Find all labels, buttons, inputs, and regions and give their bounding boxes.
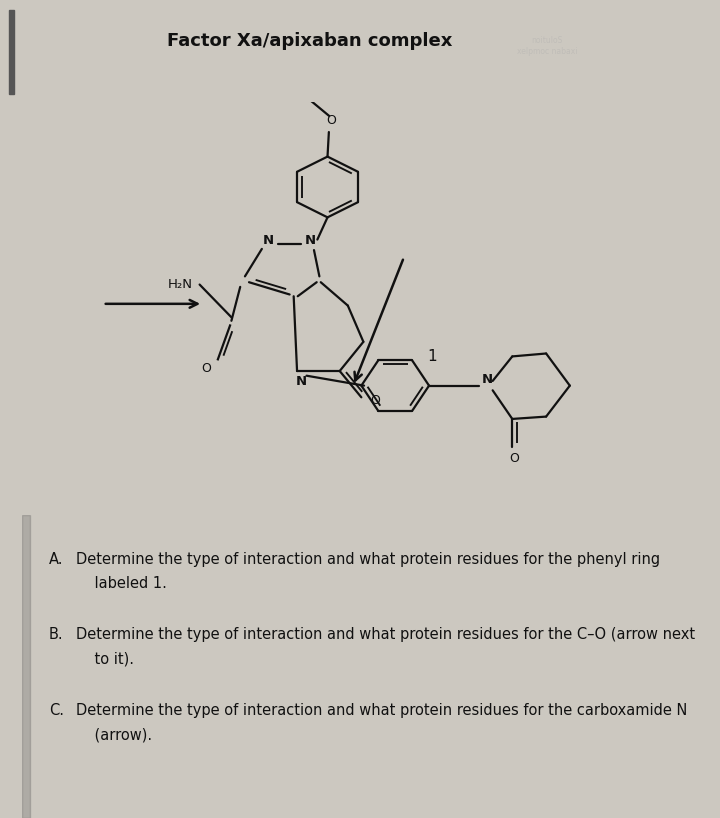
Text: N: N: [482, 373, 492, 386]
Bar: [9, 11, 14, 94]
Text: Factor Xa/apixaban complex: Factor Xa/apixaban complex: [167, 32, 452, 50]
Text: Determine the type of interaction and what protein residues for the carboxamide : Determine the type of interaction and wh…: [76, 703, 687, 718]
Text: A.: A.: [49, 551, 63, 567]
Text: C.: C.: [49, 703, 63, 718]
Text: O: O: [509, 452, 519, 465]
Text: (arrow).: (arrow).: [76, 727, 152, 742]
Text: N: N: [305, 234, 316, 247]
Text: O: O: [370, 394, 380, 407]
Text: 1: 1: [428, 349, 437, 364]
Bar: [22, 515, 30, 818]
Text: noituloS
xelpmoc nabaxi: noituloS xelpmoc nabaxi: [517, 36, 577, 56]
Text: H₂N: H₂N: [168, 278, 193, 291]
Text: N: N: [295, 375, 307, 388]
Text: Determine the type of interaction and what protein residues for the C–O (arrow n: Determine the type of interaction and wh…: [76, 627, 695, 642]
Text: O: O: [201, 362, 211, 375]
Text: to it).: to it).: [76, 651, 134, 667]
Text: labeled 1.: labeled 1.: [76, 576, 166, 591]
Text: N: N: [263, 234, 274, 247]
Text: B.: B.: [49, 627, 63, 642]
Text: Determine the type of interaction and what protein residues for the phenyl ring: Determine the type of interaction and wh…: [76, 551, 660, 567]
Text: O: O: [326, 115, 336, 128]
